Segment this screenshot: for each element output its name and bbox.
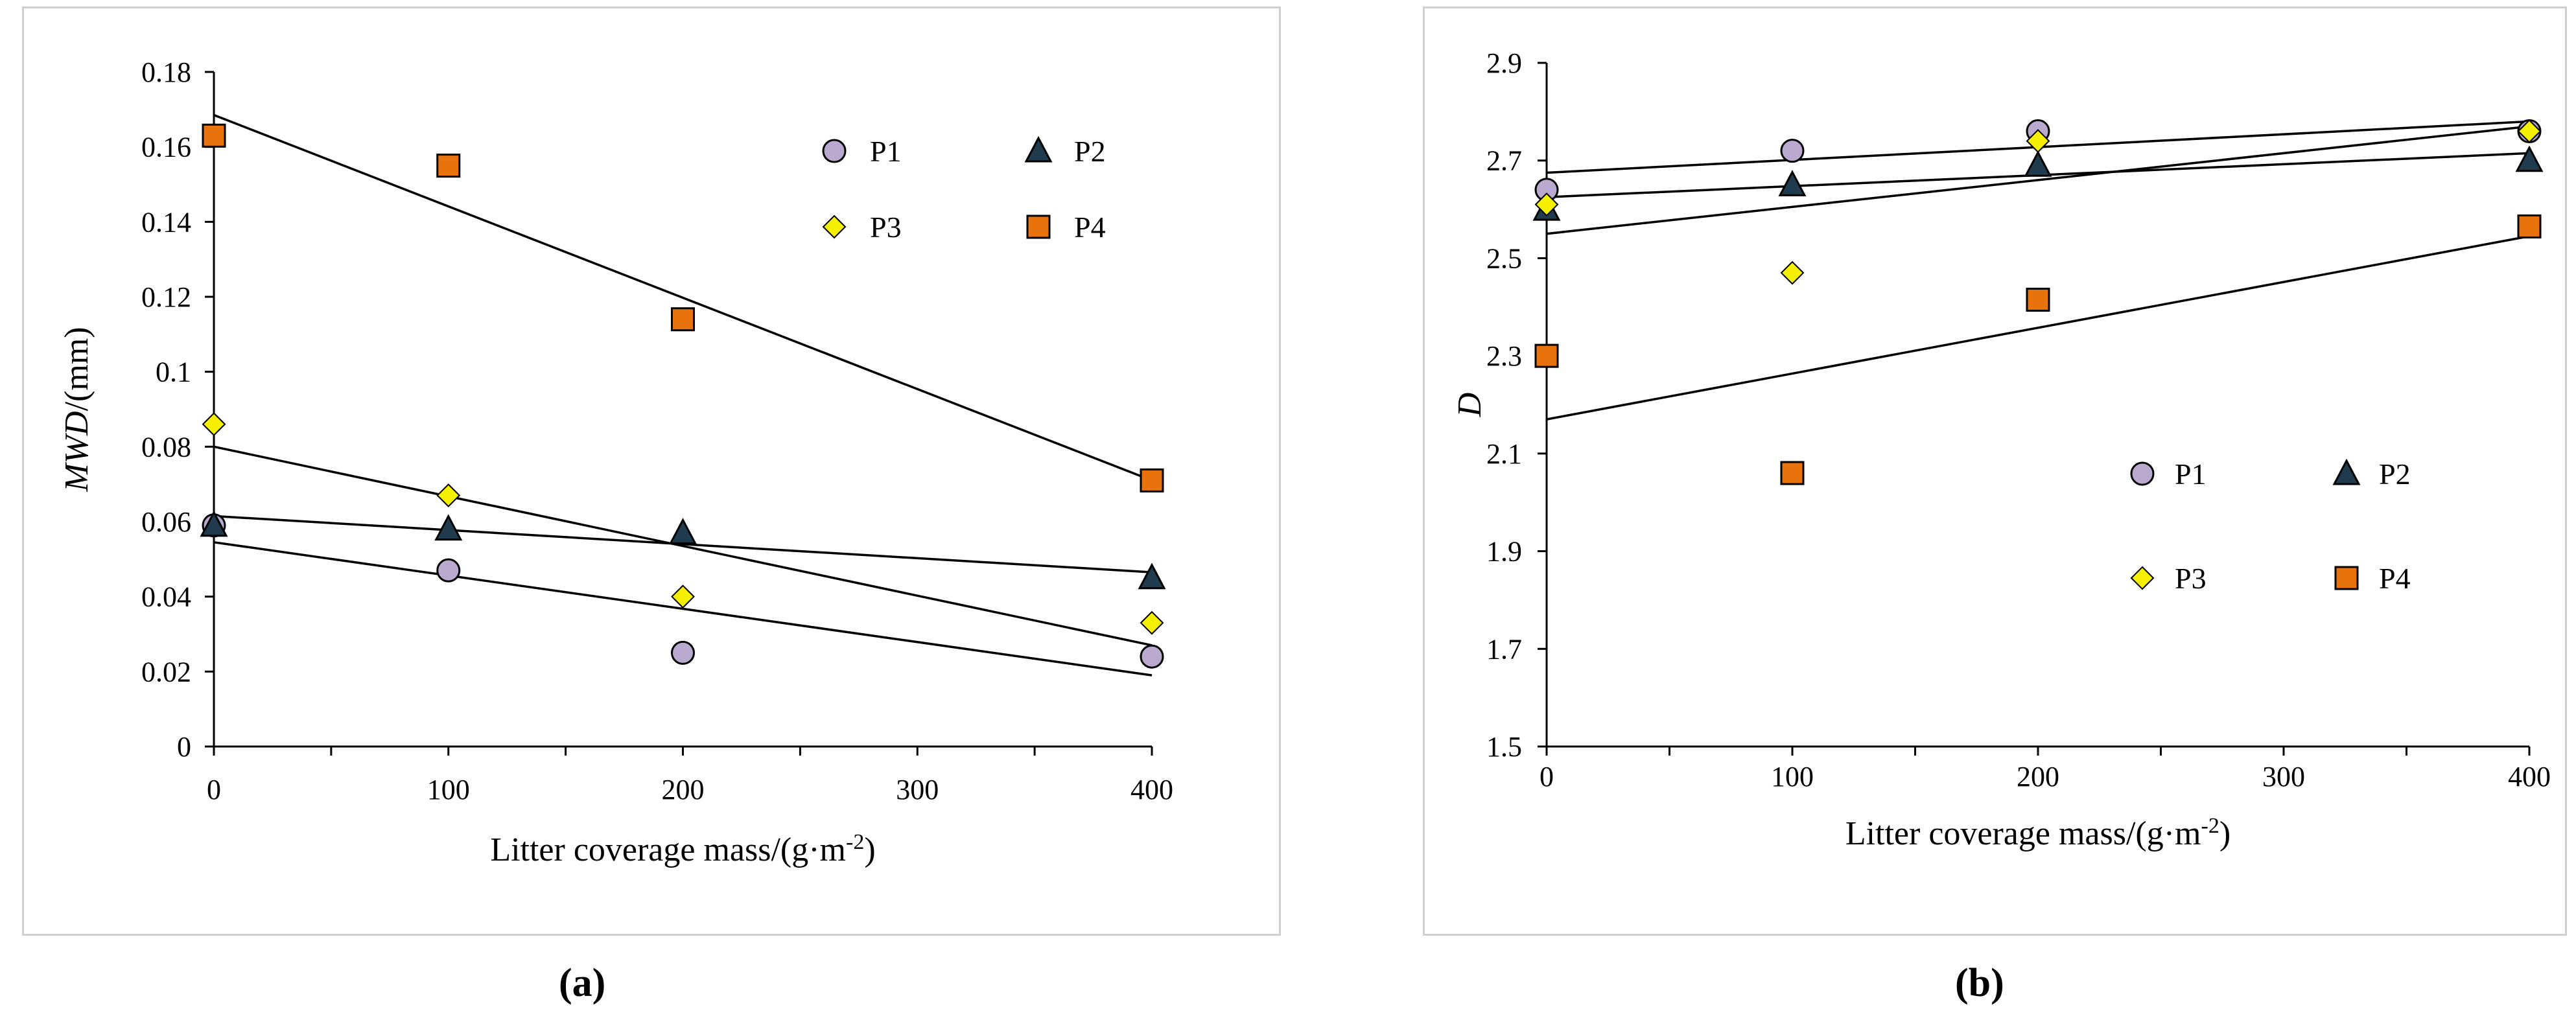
x-axis-title-b: Litter coverage mass/(g·m-2) <box>1845 814 2231 853</box>
legend-label-p1-a: P1 <box>870 135 902 168</box>
data-point-p3-a <box>671 585 695 609</box>
data-point-p4-a <box>671 307 695 332</box>
data-point-p2-b <box>2515 145 2544 172</box>
data-point-p3-b <box>2517 119 2542 143</box>
data-point-p4-b <box>2026 287 2050 312</box>
legend-label-p2-a: P2 <box>1074 135 1106 168</box>
legend-marker-p3-a <box>822 214 847 239</box>
data-point-p3-a <box>1140 610 1164 635</box>
legend-marker-p1-a <box>822 139 847 163</box>
y-tick-label-a: 0.08 <box>141 431 191 463</box>
legend-marker-p2-b <box>2332 458 2361 485</box>
x-tick-label-b: 200 <box>2017 761 2059 793</box>
y-tick-label-a: 0.12 <box>141 281 191 313</box>
chart-panel-a: 0 0.02 0.04 0.06 0.08 0.1 0.12 0.14 0.16 0.18 0 100… <box>22 6 1281 936</box>
y-tick-label-a: 0.1 <box>156 356 191 388</box>
y-tick-label-a: 0.02 <box>141 656 191 688</box>
trend-line-p4-a <box>213 113 1153 482</box>
x-tick-label-b: 300 <box>2262 761 2305 793</box>
legend-label-p3-b: P3 <box>2175 562 2207 595</box>
legend-label-p4-a: P4 <box>1074 211 1106 244</box>
data-point-p4-a <box>436 154 461 178</box>
data-point-p2-a <box>669 518 697 544</box>
y-tick-label-a: 0 <box>177 731 191 763</box>
y-tick-label-a: 0.16 <box>141 132 191 163</box>
caption-b: (b) <box>1955 961 2004 1005</box>
y-tick-label-a: 0.18 <box>141 56 191 88</box>
legend-marker-p4-a <box>1026 214 1051 239</box>
data-point-p3-a <box>202 412 226 437</box>
y-tick-label-b: 2.7 <box>1486 145 1522 177</box>
legend-label-p1-b: P1 <box>2175 458 2207 491</box>
legend-label-p4-b: P4 <box>2379 562 2411 595</box>
y-tick-label-a: 0.04 <box>141 581 191 613</box>
data-point-p2-a <box>200 510 228 537</box>
trend-line-p3-b <box>1546 125 2530 235</box>
trend-line-p4-b <box>1546 235 2530 421</box>
data-point-p1-a <box>1140 644 1164 669</box>
data-point-p2-b <box>2024 150 2052 177</box>
chart-a-svg: 0 0.02 0.04 0.06 0.08 0.1 0.12 0.14 0.16 0.18 0 100… <box>58 56 1173 869</box>
y-axis-title-a: MWD/(mm) <box>58 327 95 492</box>
y-tick-label-b: 1.9 <box>1486 536 1522 568</box>
data-point-p2-a <box>1138 562 1166 590</box>
chart-b-svg: 1.5 1.7 1.9 2.1 2.3 2.5 2.7 2.9 0 100 200 300 400 Lit… <box>1451 47 2551 853</box>
x-tick-label-b: 400 <box>2508 761 2551 793</box>
x-tick-label-a: 300 <box>896 774 939 805</box>
data-point-p2-b <box>1778 170 1807 196</box>
data-point-p1-a <box>671 640 695 665</box>
y-tick-label-b: 2.3 <box>1486 340 1522 372</box>
y-tick-label-b: 2.9 <box>1486 47 1522 79</box>
data-point-p4-a <box>1140 468 1164 492</box>
x-tick-label-a: 100 <box>427 774 470 805</box>
trend-line-p1-a <box>213 541 1153 677</box>
legend-label-p3-a: P3 <box>870 211 902 244</box>
data-point-p3-b <box>2026 129 2050 153</box>
y-tick-label-a: 0.14 <box>141 206 191 238</box>
y-axis-title-b: D <box>1451 393 1488 418</box>
x-axis-title-a: Litter coverage mass/(g·m-2) <box>490 830 875 869</box>
data-point-p4-b <box>1534 343 1559 368</box>
data-point-p4-b <box>2517 214 2542 238</box>
data-point-p3-b <box>1780 261 1805 285</box>
x-tick-label-a: 400 <box>1130 774 1173 805</box>
x-tick-label-b: 100 <box>1771 761 1814 793</box>
data-point-p1-a <box>436 558 461 583</box>
legend-marker-p3-b <box>2130 566 2155 590</box>
y-tick-label-b: 2.1 <box>1486 438 1522 470</box>
caption-a: (a) <box>559 961 606 1005</box>
legend-marker-p2-a <box>1024 135 1053 163</box>
data-point-p4-b <box>1780 461 1805 485</box>
chart-panel-b: 1.5 1.7 1.9 2.1 2.3 2.5 2.7 2.9 0 100 200 300 400 Lit… <box>1423 6 2567 936</box>
x-tick-label-a: 200 <box>662 774 705 805</box>
y-tick-label-b: 2.5 <box>1486 242 1522 274</box>
trend-line-p3-a <box>213 445 1153 647</box>
y-tick-label-b: 1.5 <box>1486 731 1522 763</box>
legend-label-p2-b: P2 <box>2379 458 2411 491</box>
data-point-p1-b <box>1780 139 1805 163</box>
legend-marker-p1-b <box>2130 461 2155 486</box>
y-tick-label-a: 0.06 <box>141 506 191 538</box>
data-point-p2-a <box>434 514 463 541</box>
legend-marker-p4-b <box>2334 566 2359 590</box>
data-point-p4-a <box>202 123 226 148</box>
data-point-p3-b <box>1534 192 1559 216</box>
x-tick-label-a: 0 <box>207 774 221 805</box>
x-tick-label-b: 0 <box>1540 761 1554 793</box>
data-point-p3-a <box>436 483 461 507</box>
y-tick-label-b: 1.7 <box>1486 633 1522 665</box>
